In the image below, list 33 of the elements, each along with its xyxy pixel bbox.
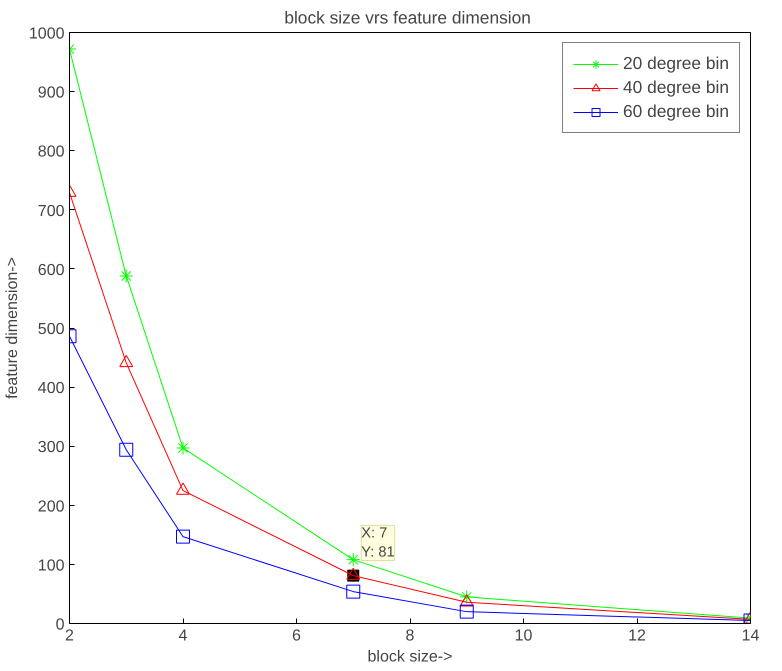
x-axis-title: block size-> xyxy=(368,648,452,666)
point xyxy=(460,604,474,619)
x-tick-label: 8 xyxy=(406,628,415,644)
y-tick-label: 100 xyxy=(38,557,65,574)
legend-label: 40 degree bin xyxy=(623,77,729,98)
y-tick-label: 400 xyxy=(38,380,65,398)
annotation: X: 7 Y: 81 xyxy=(361,525,395,561)
y-tick-label: 600 xyxy=(38,262,65,279)
x-tick-label: 2 xyxy=(65,628,74,644)
x-tick-label: 10 xyxy=(514,628,532,644)
legend-label: 20 degree bin xyxy=(623,53,729,74)
point xyxy=(176,530,190,544)
y-tick-label: 500 xyxy=(38,321,65,338)
point xyxy=(346,584,360,599)
x-tick-label: 4 xyxy=(178,628,188,644)
x-tick-label: 14 xyxy=(742,628,760,644)
point xyxy=(176,440,190,455)
y-tick-label: 900 xyxy=(38,84,65,102)
y-tick-label: 700 xyxy=(38,202,65,220)
point xyxy=(460,590,474,604)
legend-label: 60 degree bin xyxy=(623,101,729,122)
y-tick-label: 1000 xyxy=(28,26,65,42)
chart-title: block size vrs feature dimension xyxy=(284,8,531,28)
point xyxy=(119,442,134,457)
point xyxy=(346,552,360,567)
y-axis-title: feature dimension-> xyxy=(4,257,21,399)
y-tick-label: 200 xyxy=(38,498,65,516)
x-tick-label: 6 xyxy=(292,628,302,644)
y-tick-label: 800 xyxy=(38,144,65,161)
y-tick-label: 0 xyxy=(56,616,65,634)
point xyxy=(119,268,134,283)
y-tick-label: 300 xyxy=(38,439,65,456)
x-tick-label: 12 xyxy=(628,628,646,644)
